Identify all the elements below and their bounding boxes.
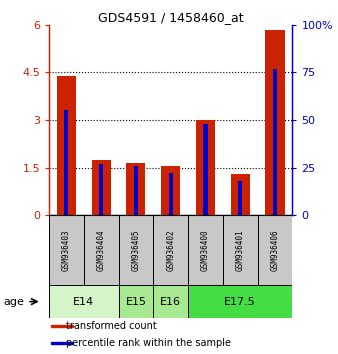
Text: E14: E14 <box>73 297 94 307</box>
Bar <box>49 215 84 285</box>
Text: GSM936404: GSM936404 <box>97 229 106 271</box>
Bar <box>119 215 153 285</box>
Bar <box>231 174 250 215</box>
Bar <box>49 285 119 318</box>
Bar <box>57 75 76 215</box>
Bar <box>126 163 145 215</box>
Text: percentile rank within the sample: percentile rank within the sample <box>66 338 231 348</box>
Text: E16: E16 <box>160 297 181 307</box>
Bar <box>51 342 73 344</box>
Bar <box>265 29 285 215</box>
Bar <box>153 285 188 318</box>
Text: GSM936405: GSM936405 <box>131 229 140 271</box>
Text: GSM936402: GSM936402 <box>166 229 175 271</box>
Bar <box>188 285 292 318</box>
Text: GSM936406: GSM936406 <box>270 229 280 271</box>
Bar <box>153 215 188 285</box>
Bar <box>203 124 208 215</box>
Bar <box>92 160 111 215</box>
Bar <box>119 285 153 318</box>
Bar <box>84 215 119 285</box>
Title: GDS4591 / 1458460_at: GDS4591 / 1458460_at <box>98 11 243 24</box>
Bar <box>273 69 277 215</box>
Text: GSM936400: GSM936400 <box>201 229 210 271</box>
Bar <box>51 325 73 327</box>
Text: E17.5: E17.5 <box>224 297 256 307</box>
Bar <box>188 215 223 285</box>
Text: GSM936403: GSM936403 <box>62 229 71 271</box>
Bar <box>196 120 215 215</box>
Bar <box>134 166 138 215</box>
Text: transformed count: transformed count <box>66 321 157 331</box>
Bar <box>169 173 173 215</box>
Bar <box>223 215 258 285</box>
Bar <box>64 110 69 215</box>
Bar <box>258 215 292 285</box>
Bar <box>238 181 242 215</box>
Text: GSM936401: GSM936401 <box>236 229 245 271</box>
Text: E15: E15 <box>125 297 146 307</box>
Bar <box>99 164 103 215</box>
Text: age: age <box>4 297 25 307</box>
Bar <box>161 166 180 215</box>
